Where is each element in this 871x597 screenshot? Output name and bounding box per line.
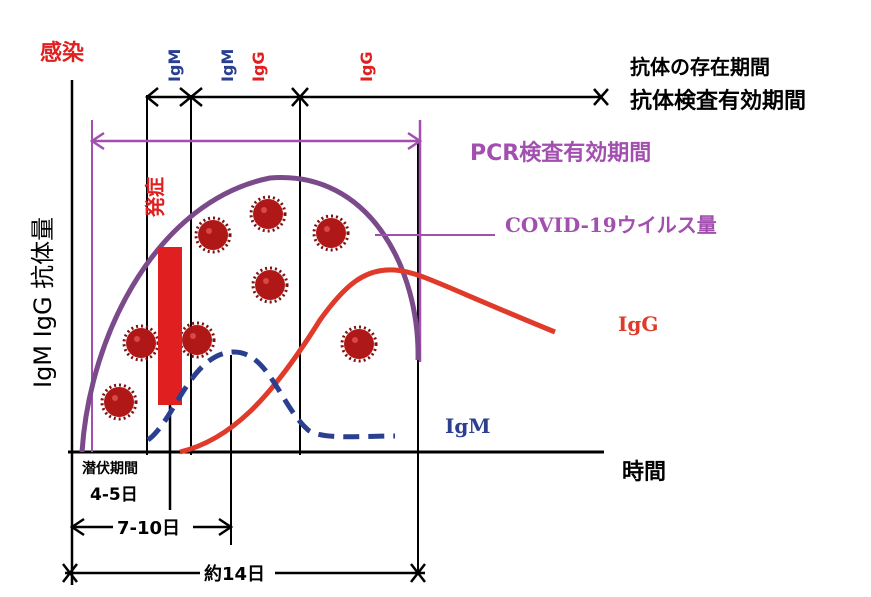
days-4-5-label: 4-5日 [90,485,138,505]
onset-bar [158,247,182,405]
onset-label: 発症 [143,177,167,218]
incubation-label: 潜伏期間 [82,460,138,477]
virus-icon [251,266,289,304]
virus-icon [194,216,232,254]
igg-curve [179,267,556,455]
igg-top-label-2: IgG [249,51,268,82]
igm-top-label-2: IgM [218,49,237,82]
igm-curve-label: IgM [445,414,490,438]
arrow-head-left [145,87,159,107]
igm-curve [146,349,396,443]
x-mark-igg [291,87,309,107]
virus-icon [312,214,350,252]
days-14-label: 約14日 [204,563,265,585]
pcr-period-label: PCR検査有効期間 [470,140,651,166]
virus-amount-label: COVID-19ウイルス量 [505,213,717,237]
virus-icon [100,383,138,421]
days-7-10-label: 7-10日 [117,518,180,539]
igg-top-label: IgG [357,51,376,82]
time-axis-label: 時間 [622,460,666,485]
igg-curve-label: IgG [618,312,658,336]
x-mark-end [593,88,609,106]
igm-top-label: IgM [165,49,184,82]
virus-icon [340,325,378,363]
virus-icon [178,321,216,359]
antibody-presence-label: 抗体の存在期間 [630,55,770,79]
infection-label: 感染 [40,40,84,66]
y-axis-label: IgM IgG 抗体量 [29,217,57,388]
virus-icon [249,195,287,233]
virus-icon [122,324,160,362]
antibody-test-period-label: 抗体検査有効期間 [630,88,806,114]
